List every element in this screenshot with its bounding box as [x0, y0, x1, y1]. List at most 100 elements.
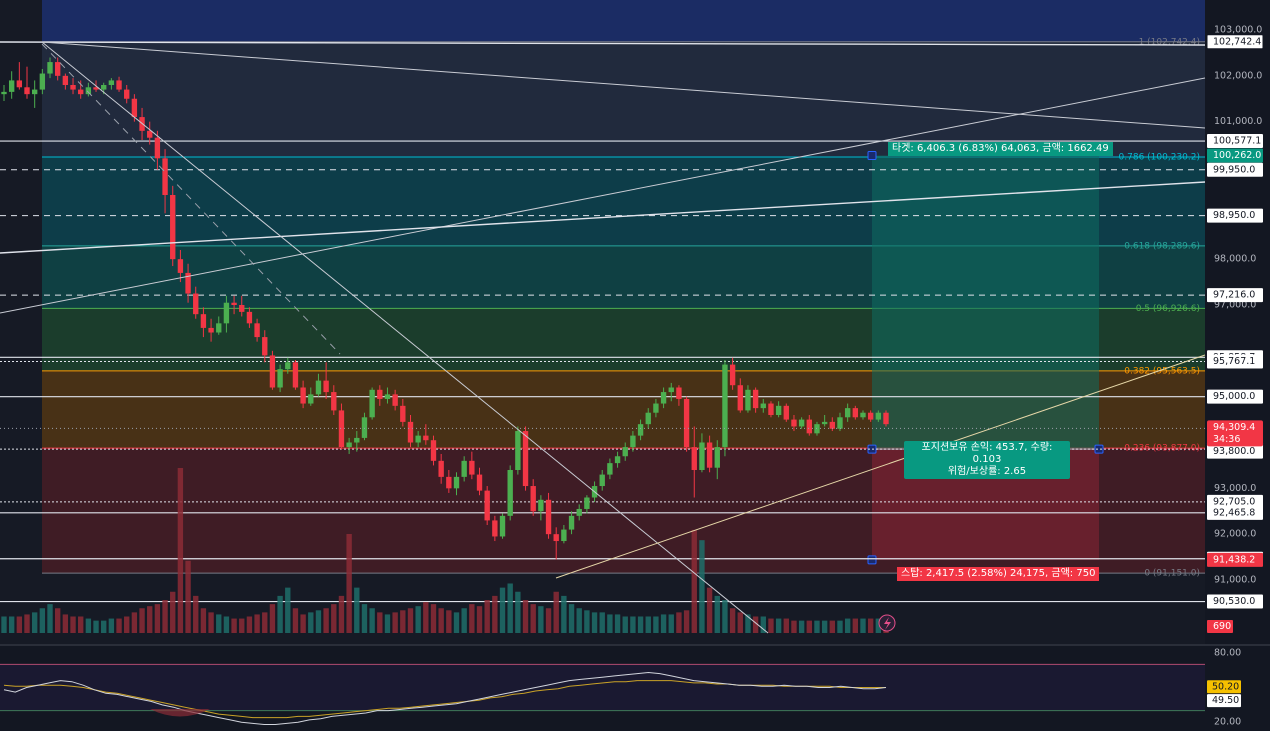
y-tick-label: 101,000.0 — [1214, 116, 1262, 127]
volume-bar — [760, 616, 766, 633]
candle-body — [783, 405, 789, 420]
candle-body — [691, 447, 697, 470]
trend-line — [0, 41, 1206, 46]
y-tick-label: 92,000.0 — [1214, 529, 1256, 540]
rsi-value-box — [1207, 694, 1241, 708]
candle-body — [31, 89, 38, 95]
volume-bar — [553, 591, 559, 633]
candle-body — [223, 302, 230, 324]
volume-bar — [492, 595, 498, 633]
volume-bar — [515, 591, 521, 633]
candle-body — [775, 405, 782, 415]
candle-body — [522, 431, 529, 487]
candle-body — [423, 435, 429, 441]
volume-bar — [668, 614, 674, 633]
volume-bar — [262, 612, 268, 633]
volume-bar — [446, 610, 452, 633]
volume-bar — [576, 608, 582, 633]
volume-bar — [568, 604, 575, 633]
volume-bar — [361, 604, 368, 633]
candle-body — [760, 403, 766, 409]
candle-body — [867, 412, 874, 420]
candle-body — [47, 62, 53, 74]
candle-body — [430, 440, 437, 461]
price-label-box — [1207, 134, 1263, 149]
candle-body — [415, 435, 421, 443]
rsi-band — [0, 664, 1205, 711]
candle-body — [821, 421, 828, 425]
candle-body — [745, 389, 751, 411]
volume-bar — [200, 608, 207, 633]
volume-bar — [622, 616, 628, 633]
volume-bar — [131, 612, 138, 633]
candle-body — [400, 405, 406, 422]
candle-body — [300, 387, 306, 404]
candle-body — [154, 137, 161, 159]
candle-body — [584, 497, 590, 509]
candle-body — [354, 437, 360, 443]
volume-bar — [338, 595, 345, 633]
volume-bar — [170, 591, 176, 633]
volume-bar — [346, 534, 352, 633]
candle-body — [614, 456, 621, 464]
candle-body — [622, 447, 628, 457]
candle-body — [860, 412, 866, 418]
y-tick-label: 91,000.0 — [1214, 575, 1256, 586]
price-label-box — [1207, 208, 1263, 223]
price-label: 95,767.1 — [1213, 356, 1255, 367]
candle-body — [530, 486, 536, 512]
candle-body — [507, 470, 513, 516]
candle-body — [768, 403, 774, 415]
volume-bar — [430, 604, 437, 633]
candle-body — [361, 417, 368, 438]
candle-body — [883, 412, 889, 425]
candle-body — [262, 337, 268, 356]
volume-bar — [70, 616, 76, 633]
volume-bar — [852, 618, 859, 633]
fib-label-0.5: 0.5 (96,926.6) — [1136, 304, 1200, 314]
candle-body — [331, 392, 337, 411]
candle-body — [630, 435, 636, 448]
candle-body — [24, 87, 30, 95]
rsi-ma-value-label: 50.20 — [1212, 681, 1239, 692]
y-tick-label: 102,000.0 — [1214, 70, 1262, 81]
candle-body — [147, 130, 153, 138]
volume-bar — [124, 616, 130, 633]
candle-body — [200, 314, 207, 328]
volume-bar — [223, 616, 230, 633]
highlighted-price-box — [1207, 552, 1263, 567]
candle-body — [852, 408, 859, 418]
candle-body — [476, 474, 483, 491]
rsi-tick-label: 80.00 — [1214, 647, 1241, 658]
trend-line — [41, 41, 1206, 129]
candle-body — [384, 394, 391, 399]
candle-body — [208, 327, 214, 333]
volume-bar — [147, 606, 153, 633]
candle-body — [377, 389, 383, 399]
y-tick-label: 93,000.0 — [1214, 483, 1256, 494]
volume-value-label: 690 — [1213, 621, 1231, 632]
candle-body — [407, 421, 414, 443]
volume-bar — [78, 616, 84, 633]
current-price-box — [1207, 420, 1263, 447]
fib-label-1: 1 (102,742.4) — [1139, 37, 1200, 47]
target-label: 타겟: 6,406.3 (6.83%) 64,063, 금액: 1662.49 — [888, 142, 1113, 156]
volume-bar — [315, 610, 322, 633]
highlighted-price-box — [1206, 34, 1264, 50]
volume-bar — [292, 608, 299, 633]
candle-body — [254, 323, 260, 338]
candle-body — [16, 80, 23, 88]
volume-bar — [469, 604, 475, 633]
volume-bar — [745, 614, 751, 633]
candle-body — [599, 474, 605, 487]
candle-body — [239, 305, 245, 312]
rsi-tick-label: 20.00 — [1214, 717, 1241, 728]
volume-bar — [239, 618, 245, 633]
candle-body — [193, 293, 199, 315]
volume-bar — [453, 612, 460, 633]
volume-bar — [867, 618, 874, 633]
volume-bar — [584, 610, 590, 633]
candle-body — [798, 419, 805, 427]
volume-bar — [499, 587, 506, 633]
